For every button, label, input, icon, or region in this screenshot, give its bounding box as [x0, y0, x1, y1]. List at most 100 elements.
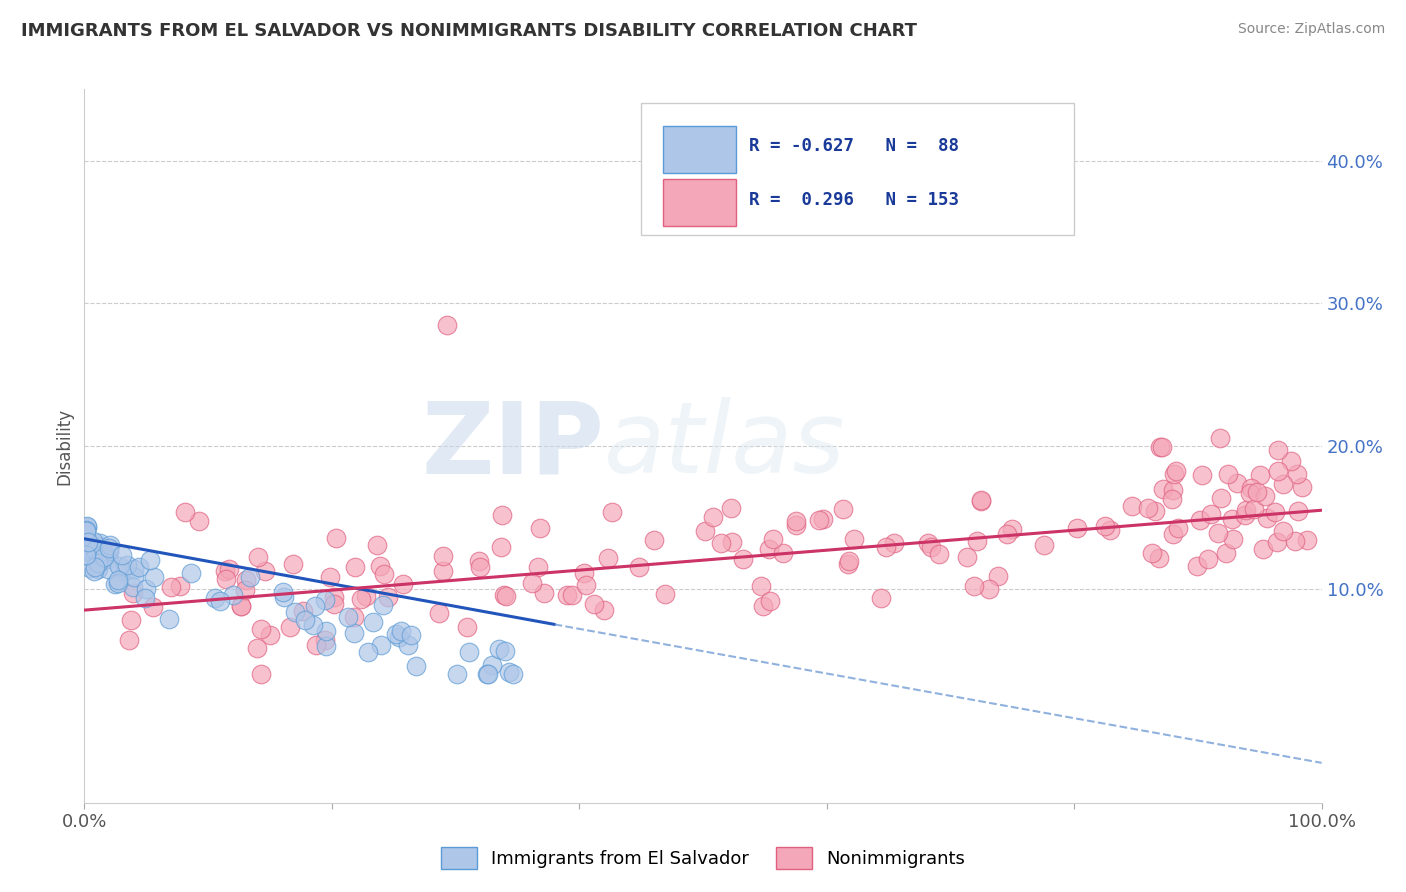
Point: [561, 588, 583, 602]
Point: [305, 638, 328, 652]
FancyBboxPatch shape: [664, 126, 737, 173]
Point: [427, 606, 450, 620]
Point: [920, 540, 942, 554]
Point: [1246, 485, 1268, 500]
Point: [122, 570, 145, 584]
Point: [377, 591, 399, 605]
Point: [229, 599, 252, 613]
Point: [432, 564, 454, 578]
Point: [758, 542, 780, 557]
Point: [446, 667, 468, 681]
Point: [572, 566, 595, 580]
Point: [180, 566, 202, 580]
Point: [396, 638, 419, 652]
Point: [294, 613, 316, 627]
Point: [322, 590, 344, 604]
Point: [343, 609, 366, 624]
Point: [76, 519, 98, 533]
Point: [75, 548, 97, 562]
Point: [963, 579, 986, 593]
Point: [1166, 521, 1188, 535]
Point: [583, 597, 606, 611]
Point: [98, 545, 121, 559]
Point: [399, 628, 422, 642]
Point: [139, 553, 162, 567]
Point: [83, 559, 105, 574]
Point: [966, 534, 988, 549]
Point: [502, 667, 524, 681]
Text: R =  0.296   N = 153: R = 0.296 N = 153: [749, 191, 959, 209]
Point: [1249, 468, 1271, 483]
Point: [494, 643, 516, 657]
Text: ZIP: ZIP: [422, 398, 605, 494]
Point: [986, 569, 1008, 583]
Point: [280, 620, 302, 634]
Point: [529, 520, 551, 534]
Point: [1226, 476, 1249, 491]
Point: [1094, 519, 1116, 533]
Point: [388, 630, 411, 644]
Point: [373, 566, 395, 581]
Point: [104, 577, 127, 591]
Point: [218, 562, 240, 576]
Point: [86, 544, 108, 558]
Point: [318, 570, 340, 584]
Point: [249, 667, 271, 681]
Point: [1121, 499, 1143, 513]
Point: [693, 524, 716, 539]
Point: [1140, 545, 1163, 559]
Point: [1163, 467, 1185, 481]
Point: [477, 667, 499, 681]
Point: [956, 550, 979, 565]
Point: [209, 594, 232, 608]
Point: [481, 658, 503, 673]
Point: [370, 558, 392, 573]
Point: [83, 564, 105, 578]
Point: [1291, 479, 1313, 493]
Point: [759, 594, 782, 608]
Point: [1144, 504, 1167, 518]
Point: [1066, 520, 1088, 534]
Point: [169, 579, 191, 593]
Point: [94, 549, 117, 563]
Point: [928, 547, 950, 561]
Point: [751, 579, 773, 593]
Point: [315, 624, 337, 638]
Point: [93, 552, 115, 566]
Point: [314, 592, 336, 607]
Point: [468, 553, 491, 567]
Point: [142, 599, 165, 614]
Point: [97, 552, 120, 566]
Point: [526, 560, 548, 574]
Point: [1234, 508, 1257, 523]
Point: [842, 533, 865, 547]
Point: [533, 586, 555, 600]
Point: [1215, 546, 1237, 560]
Point: [385, 627, 408, 641]
Point: [292, 604, 315, 618]
Point: [720, 500, 742, 515]
Point: [1286, 504, 1309, 518]
Point: [494, 588, 516, 602]
Point: [598, 551, 620, 566]
Point: [1189, 513, 1212, 527]
Point: [214, 572, 236, 586]
Text: IMMIGRANTS FROM EL SALVADOR VS NONIMMIGRANTS DISABILITY CORRELATION CHART: IMMIGRANTS FROM EL SALVADOR VS NONIMMIGR…: [21, 22, 917, 40]
Point: [1208, 431, 1230, 445]
Point: [811, 512, 834, 526]
Point: [343, 626, 366, 640]
Point: [373, 598, 395, 612]
Point: [1164, 464, 1187, 478]
Point: [875, 541, 897, 555]
Point: [322, 597, 344, 611]
Point: [751, 599, 773, 614]
Point: [75, 544, 97, 558]
Point: [173, 505, 195, 519]
Text: atlas: atlas: [605, 398, 845, 494]
Point: [1272, 477, 1295, 491]
Point: [204, 591, 226, 606]
Point: [76, 520, 98, 534]
Point: [361, 615, 384, 629]
Point: [90, 549, 112, 564]
Point: [389, 624, 412, 638]
